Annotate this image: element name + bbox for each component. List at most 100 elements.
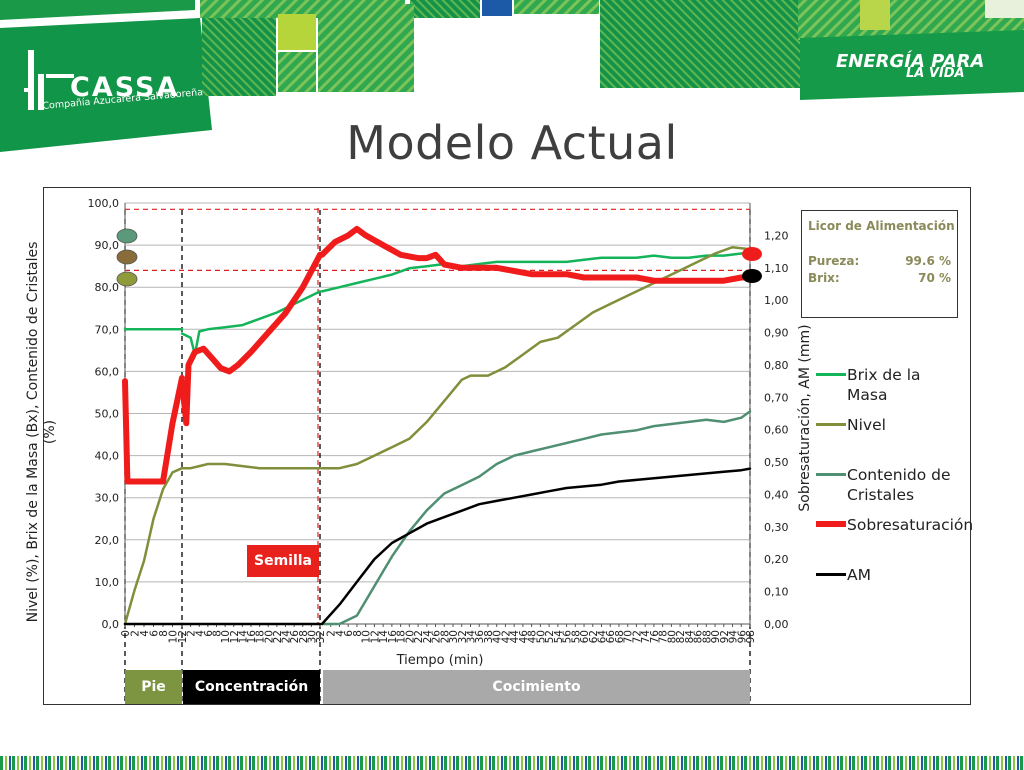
x-tick-label: 6	[343, 630, 355, 637]
brix-value: 70 %	[918, 271, 951, 285]
y-tick-left: 50,0	[95, 408, 120, 421]
series-line-brix-cocimiento	[320, 252, 752, 293]
legend-label-sobresat: Sobresaturación	[847, 516, 974, 534]
legend-item-cristales: Contenido de Cristales	[812, 462, 962, 512]
x-tick-label: 4	[334, 630, 346, 637]
x-tick-label: 6	[203, 630, 215, 637]
y-tick-right: 0,60	[764, 424, 789, 437]
y-tick-left: 70,0	[95, 323, 120, 336]
legend-item-nivel: Nivel	[812, 412, 962, 462]
target-marker	[116, 271, 138, 287]
y-tick-right: 0,50	[764, 456, 789, 469]
header-banner	[0, 0, 1024, 152]
series-line-nivel-pie	[123, 466, 184, 626]
x-tick-label: 22	[272, 630, 284, 643]
x-tick-label: 42	[500, 630, 512, 643]
y-tick-right: 0,10	[764, 586, 789, 599]
x-tick-label: 46	[518, 630, 530, 644]
x-tick-label: 22	[413, 630, 425, 643]
x-tick-label: 56	[562, 630, 574, 644]
logo-name: CASSA	[70, 72, 180, 103]
x-tick-label: 24	[281, 630, 293, 644]
y-tick-right: 0,70	[764, 391, 789, 404]
x-tick-label: 48	[527, 630, 539, 643]
target-marker	[116, 249, 138, 265]
legend-swatch-sobresat	[816, 521, 846, 527]
x-tick-label: 72	[631, 630, 643, 643]
series-line-sobresaturacion-concentracion	[179, 251, 323, 427]
phase-cocimiento: Cocimiento	[323, 670, 750, 704]
x-tick-label: 80	[666, 630, 678, 643]
x-tick-label: 2	[130, 630, 142, 637]
y-tick-left: 100,0	[88, 197, 120, 210]
legend-label-cristales: Contenido de Cristales	[847, 466, 951, 504]
target-marker	[116, 228, 138, 244]
x-tick-label: 14	[237, 630, 249, 644]
series-line-sobresaturacion-cocimiento	[319, 225, 753, 284]
y-axis-left-title: Nivel (%), Brix de la Masa (Bx), Conteni…	[25, 241, 58, 623]
x-tick-label: 20	[404, 630, 416, 643]
y-tick-right: 1,10	[764, 262, 789, 275]
x-tick-label: 64	[597, 630, 609, 644]
y-tick-left: 10,0	[95, 576, 120, 589]
gridlines	[125, 202, 750, 625]
y-tick-left: 60,0	[95, 365, 120, 378]
x-tick-label: 26	[289, 630, 301, 644]
x-tick-label: 54	[553, 630, 565, 644]
series-line-cristales-cocimiento	[320, 410, 752, 626]
x-tick-label: 28	[439, 630, 451, 643]
y-tick-left: 90,0	[95, 239, 120, 252]
legend-label-am: AM	[847, 566, 871, 584]
side-markers	[116, 228, 762, 287]
x-tick-label: 30	[306, 630, 318, 643]
y-tick-right: 0,30	[764, 521, 789, 534]
x-tick-label: 10	[220, 630, 232, 643]
y-tick-right: 0,20	[764, 553, 789, 566]
semilla-label: Semilla	[247, 545, 319, 577]
slide-title: Modelo Actual	[346, 116, 678, 170]
x-tick-label: 40	[492, 630, 504, 643]
series-line-brix-concentracion	[180, 290, 322, 356]
x-tick-label: 84	[684, 630, 696, 644]
x-tick-label: 58	[570, 630, 582, 643]
x-tick-label: 18	[396, 630, 408, 643]
x-tick-label: 10	[168, 630, 180, 643]
y-tick-left: 40,0	[95, 450, 120, 463]
tagline-panel	[800, 30, 1024, 100]
x-tick-label: 26	[431, 630, 443, 644]
legend-swatch-nivel	[816, 423, 846, 426]
x-tick-label: 12	[177, 630, 189, 643]
chart-legend: Brix de la Masa Nivel Contenido de Crist…	[812, 362, 974, 612]
x-tick-label: 76	[649, 630, 661, 644]
x-tick-label: 60	[579, 630, 591, 643]
x-tick-label: 32	[457, 630, 469, 643]
x-tick-label: 82	[675, 630, 687, 643]
y-axis-right-title: Sobresaturación, AM (mm)	[797, 324, 813, 512]
x-tick-label: 2	[326, 630, 338, 637]
brix-label: Brix:	[808, 271, 840, 285]
y-tick-right: 0,00	[764, 618, 789, 631]
x-axis-title: Tiempo (min)	[396, 653, 484, 668]
legend-swatch-cristales	[816, 473, 846, 476]
cassa-logo	[24, 50, 74, 110]
x-tick-label: 38	[483, 630, 495, 643]
legend-item-sobresat: Sobresaturación	[812, 512, 974, 562]
logo-panel	[0, 18, 212, 152]
x-tick-label: 86	[693, 630, 705, 644]
x-tick-label: 32	[315, 630, 327, 643]
x-tick-label: 74	[640, 630, 652, 644]
x-tick-label: 52	[544, 630, 556, 643]
x-tick-label: 12	[229, 630, 241, 643]
phase-concentracion: Concentración	[183, 670, 320, 704]
legend-swatch-am	[816, 573, 846, 576]
x-tick-label: 24	[422, 630, 434, 644]
legend-label-brix: Brix de la Masa	[847, 366, 921, 404]
series-line-sobresaturacion-pie	[122, 374, 185, 485]
y-tick-right: 0,90	[764, 327, 789, 340]
x-tick-label: 44	[509, 630, 521, 644]
x-tick-label: 10	[361, 630, 373, 643]
y-tick-right: 0,40	[764, 488, 789, 501]
legend-item-brix: Brix de la Masa	[812, 362, 962, 412]
x-tick-label: 14	[378, 630, 390, 644]
